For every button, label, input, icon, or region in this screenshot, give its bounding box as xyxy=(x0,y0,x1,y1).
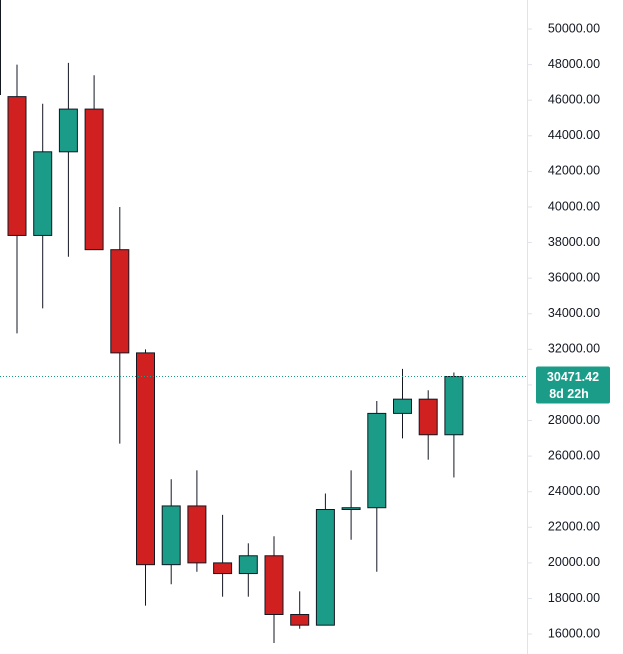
candle-body xyxy=(264,555,284,615)
y-tick-label: 44000.00 xyxy=(548,128,600,142)
candle-body xyxy=(341,507,361,510)
candle-body xyxy=(290,613,310,626)
candle-body xyxy=(444,376,464,436)
y-tick-label: 40000.00 xyxy=(548,199,600,213)
candle-body xyxy=(110,249,130,354)
countdown: 8d 22h xyxy=(549,387,589,401)
y-tick-label: 32000.00 xyxy=(548,342,600,356)
y-tick-label: 28000.00 xyxy=(548,413,600,427)
y-tick-label: 22000.00 xyxy=(548,520,600,534)
y-tick-label: 34000.00 xyxy=(548,306,600,320)
price-label-box xyxy=(536,366,610,404)
y-tick-label: 50000.00 xyxy=(548,21,600,35)
candle-body xyxy=(367,412,387,509)
y-tick-label: 18000.00 xyxy=(548,591,600,605)
candle-body xyxy=(84,108,104,251)
y-tick-label: 46000.00 xyxy=(548,92,600,106)
candle-body xyxy=(161,505,181,566)
candle-body xyxy=(213,562,233,575)
y-tick-label: 36000.00 xyxy=(548,270,600,284)
y-tick-label: 48000.00 xyxy=(548,57,600,71)
candle-body xyxy=(238,555,258,575)
current-price: 30471.42 xyxy=(547,370,599,384)
y-tick-label: 16000.00 xyxy=(548,626,600,640)
candle-body xyxy=(315,508,335,626)
candle-body xyxy=(136,352,155,566)
y-tick-label: 38000.00 xyxy=(548,235,600,249)
candle-body xyxy=(58,108,78,153)
y-tick-label: 20000.00 xyxy=(548,555,600,569)
candle-body xyxy=(187,505,207,564)
candle-body xyxy=(418,398,438,436)
candle-body xyxy=(393,398,412,414)
y-tick-label: 24000.00 xyxy=(548,484,600,498)
candle-body xyxy=(33,151,53,236)
y-tick-label: 26000.00 xyxy=(548,448,600,462)
candle-body xyxy=(7,96,27,236)
y-tick-label: 42000.00 xyxy=(548,164,600,178)
